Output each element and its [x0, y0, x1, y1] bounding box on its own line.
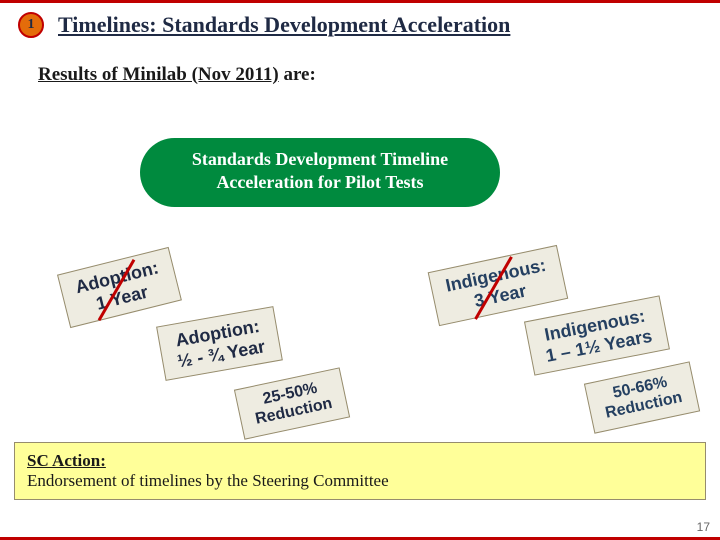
page-number: 17 [697, 520, 710, 534]
card-indigenous-old: Indigenous: 3 Year [428, 245, 569, 327]
header: 1 Timelines: Standards Development Accel… [0, 0, 720, 46]
footer-rest: Endorsement of timelines by the Steering… [27, 471, 389, 490]
page-title: Timelines: Standards Development Acceler… [58, 12, 510, 38]
pill-text: Standards Development Timeline Accelerat… [192, 149, 448, 192]
card-indigenous-new: Indigenous: 1 – 1½ Years [524, 295, 670, 376]
subtitle: Results of Minilab (Nov 2011) are: [38, 64, 720, 86]
footer-callout: SC Action: Endorsement of timelines by t… [14, 442, 706, 500]
footer-lead: SC Action: [27, 451, 106, 470]
subtitle-lead: Results of Minilab (Nov 2011) [38, 64, 279, 85]
slide-number-badge: 1 [18, 12, 44, 38]
badge-number: 1 [28, 17, 35, 33]
card-adoption-new: Adoption: ½ - ¾ Year [156, 306, 283, 381]
pill-banner: Standards Development Timeline Accelerat… [140, 138, 500, 207]
card-reduction-left: 25-50% Reduction [234, 367, 350, 439]
subtitle-rest: are: [279, 64, 316, 85]
card-reduction-right: 50-66% Reduction [584, 361, 700, 433]
